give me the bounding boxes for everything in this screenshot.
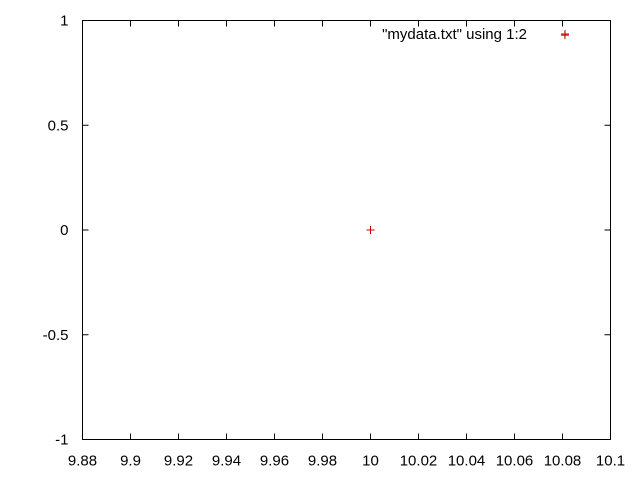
- legend-marker: [561, 30, 569, 38]
- x-tick-label: 10.08: [544, 453, 582, 470]
- x-tick-label: 9.98: [308, 453, 337, 470]
- x-axis: 9.88 9.9 9.92 9.94 9.96 9.98 10 10.02 10.04 10.06…: [68, 20, 625, 470]
- legend: "mydata.txt" using 1:2: [382, 26, 569, 43]
- plot-frame: [82, 20, 611, 440]
- y-axis: -1 -0.5 0 0.5 1: [43, 13, 611, 449]
- x-tick-label: 10.1: [596, 453, 625, 470]
- x-tick-label: 10.02: [400, 453, 438, 470]
- y-tick-label: 0: [60, 222, 68, 239]
- series-layer: [366, 31, 569, 234]
- x-tick-label: 10: [362, 453, 379, 470]
- y-tick-label: -0.5: [43, 327, 69, 344]
- x-tick-label: 9.94: [212, 453, 241, 470]
- x-tick-label: 10.04: [448, 453, 486, 470]
- x-tick-label: 9.96: [260, 453, 289, 470]
- x-tick-label: 9.9: [120, 453, 141, 470]
- y-tick-label: -1: [55, 432, 68, 449]
- legend-marker-symbol: [561, 30, 569, 38]
- x-tick-label: 9.88: [68, 453, 97, 470]
- legend-label: "mydata.txt" using 1:2: [382, 26, 527, 43]
- y-tick-label: 0.5: [48, 117, 69, 134]
- x-tick-label: 9.92: [164, 453, 193, 470]
- data-point: [366, 226, 375, 234]
- x-tick-label: 10.06: [496, 453, 534, 470]
- y-tick-label: 1: [60, 13, 68, 30]
